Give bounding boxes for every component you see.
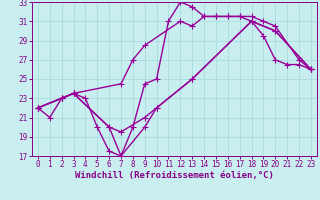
X-axis label: Windchill (Refroidissement éolien,°C): Windchill (Refroidissement éolien,°C) xyxy=(75,171,274,180)
